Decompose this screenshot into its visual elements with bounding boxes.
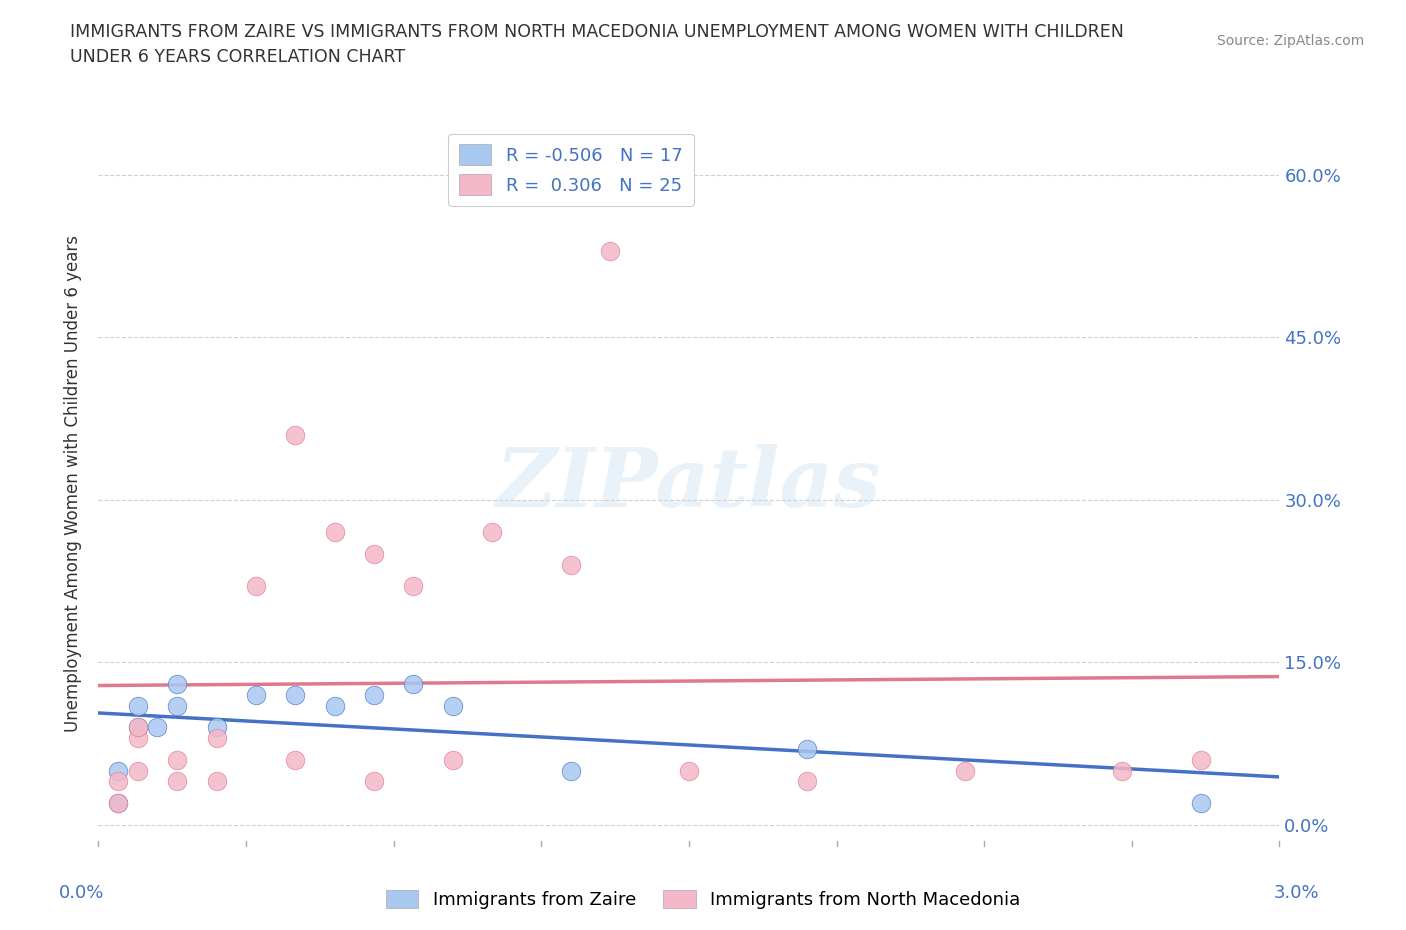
- Point: [1189, 752, 1212, 767]
- Text: 0.0%: 0.0%: [59, 884, 104, 902]
- Point: [599, 244, 621, 259]
- Point: [796, 741, 818, 756]
- Point: [402, 676, 425, 691]
- Point: [363, 774, 385, 789]
- Point: [127, 720, 149, 735]
- Point: [245, 687, 267, 702]
- Text: UNDER 6 YEARS CORRELATION CHART: UNDER 6 YEARS CORRELATION CHART: [70, 48, 405, 66]
- Legend: Immigrants from Zaire, Immigrants from North Macedonia: Immigrants from Zaire, Immigrants from N…: [378, 883, 1028, 916]
- Legend: R = -0.506   N = 17, R =  0.306   N = 25: R = -0.506 N = 17, R = 0.306 N = 25: [449, 134, 693, 206]
- Point: [363, 687, 385, 702]
- Point: [441, 752, 464, 767]
- Point: [205, 720, 228, 735]
- Point: [323, 698, 346, 713]
- Point: [481, 525, 503, 539]
- Point: [363, 547, 385, 562]
- Point: [441, 698, 464, 713]
- Point: [166, 676, 188, 691]
- Point: [127, 698, 149, 713]
- Point: [107, 764, 129, 778]
- Y-axis label: Unemployment Among Women with Children Under 6 years: Unemployment Among Women with Children U…: [65, 235, 83, 732]
- Point: [402, 579, 425, 594]
- Text: ZIPatlas: ZIPatlas: [496, 444, 882, 524]
- Point: [796, 774, 818, 789]
- Point: [953, 764, 976, 778]
- Point: [166, 698, 188, 713]
- Point: [678, 764, 700, 778]
- Text: 3.0%: 3.0%: [1274, 884, 1319, 902]
- Point: [127, 731, 149, 746]
- Point: [107, 774, 129, 789]
- Point: [107, 795, 129, 810]
- Point: [205, 731, 228, 746]
- Point: [127, 764, 149, 778]
- Point: [284, 687, 307, 702]
- Point: [560, 764, 582, 778]
- Point: [284, 752, 307, 767]
- Point: [323, 525, 346, 539]
- Point: [146, 720, 169, 735]
- Point: [1189, 795, 1212, 810]
- Point: [1111, 764, 1133, 778]
- Point: [107, 795, 129, 810]
- Point: [205, 774, 228, 789]
- Point: [166, 752, 188, 767]
- Text: IMMIGRANTS FROM ZAIRE VS IMMIGRANTS FROM NORTH MACEDONIA UNEMPLOYMENT AMONG WOME: IMMIGRANTS FROM ZAIRE VS IMMIGRANTS FROM…: [70, 23, 1125, 41]
- Point: [284, 428, 307, 443]
- Point: [127, 720, 149, 735]
- Text: Source: ZipAtlas.com: Source: ZipAtlas.com: [1216, 34, 1364, 48]
- Point: [166, 774, 188, 789]
- Point: [245, 579, 267, 594]
- Point: [560, 557, 582, 572]
